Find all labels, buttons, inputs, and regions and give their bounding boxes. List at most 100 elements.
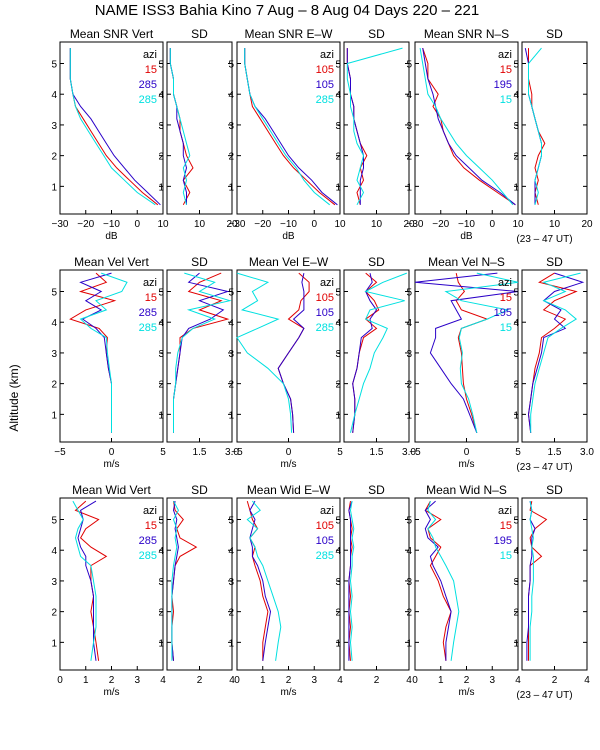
x-tick-label: 4 [584,675,590,686]
y-tick-label: 1 [406,410,412,421]
y-tick-label: 1 [51,638,57,649]
y-tick-label: 2 [335,380,341,391]
legend-entry-cyan: 15 [500,94,512,106]
y-tick-label: 3 [228,121,234,132]
legend-entry-red: 15 [500,292,512,304]
y-tick-label: 1 [513,182,519,193]
legend-entry-red: 105 [316,292,334,304]
y-tick-label: 2 [51,380,57,391]
y-tick-label: 2 [513,608,519,619]
sd-panel: 1 2 3 4 5 10 20 [158,41,238,230]
x-axis-label: m/s [103,459,119,470]
x-axis-label: m/s [458,459,474,470]
y-tick-label: 4 [228,318,234,329]
y-tick-label: 4 [158,546,164,557]
y-tick-label: 5 [51,288,57,299]
legend-entry-red: 15 [500,64,512,76]
series-cyan-line [530,272,581,433]
y-tick-label: 1 [228,182,234,193]
y-tick-label: 5 [513,60,519,71]
plot-frame [521,497,588,671]
y-tick-label: 1 [228,638,234,649]
legend-entry-cyan: 285 [139,550,157,562]
x-tick-label: 20 [581,219,593,230]
legend-header: azi [143,505,157,517]
legend-header: azi [498,277,512,289]
legend-entry-blue: 105 [316,79,334,91]
x-tick-label: 3.0 [225,447,239,458]
x-tick-label: 0 [286,447,292,458]
x-tick-label: −20 [77,219,94,230]
y-tick-label: 4 [51,90,57,101]
y-tick-label: 5 [158,516,164,527]
x-tick-label: 2 [109,675,115,686]
y-tick-label: 3 [158,577,164,588]
time-range-note: (23 – 47 UT) [516,690,572,701]
x-tick-label: −30 [52,219,69,230]
y-tick-label: 1 [335,410,341,421]
x-tick-label: 2 [552,675,558,686]
x-tick-label: 5 [160,447,166,458]
y-tick-label: 5 [513,288,519,299]
x-tick-label: 20 [226,219,238,230]
x-axis-label: dB [105,231,118,242]
y-tick-label: 1 [335,638,341,649]
x-tick-label: 1 [260,675,266,686]
series-cyan-line [349,501,355,661]
sd-panel-title: SD [368,255,385,269]
x-tick-label: 2 [286,675,292,686]
y-tick-label: 3 [158,349,164,360]
y-tick-label: 2 [228,152,234,163]
mean-panel: 1 2 3 4 5 −5 0 5 [228,269,343,458]
series-blue-line [424,500,452,661]
x-tick-label: −30 [407,219,424,230]
mean-panel: 1 2 3 4 5 0 1 2 3 4 [228,497,343,686]
series-blue-line [414,272,519,433]
series-blue-line [524,47,542,205]
y-tick-label: 2 [158,152,164,163]
y-tick-label: 3 [335,577,341,588]
x-tick-label: 3 [134,675,140,686]
y-tick-label: 2 [51,152,57,163]
chart-title: NAME ISS3 Bahia Kino 7 Aug – 8 Aug 04 Da… [95,2,479,19]
x-tick-label: 1 [438,675,444,686]
y-tick-label: 3 [228,349,234,360]
plot-frame [521,41,588,215]
x-tick-label: 0 [57,675,63,686]
sd-panel-title: SD [368,27,385,41]
x-tick-label: 3.0 [402,447,416,458]
plot-frame [166,41,233,215]
x-tick-label: 1 [83,675,89,686]
x-tick-label: 0 [134,219,140,230]
x-tick-label: −20 [254,219,271,230]
mean-panel: 1 2 3 4 5 −30 −20 −10 0 10 [406,41,524,230]
y-tick-label: 2 [158,608,164,619]
sd-panel: 1 2 3 4 5 1.5 3.0 [335,269,416,458]
x-axis-label: m/s [280,459,296,470]
x-tick-label: −5 [231,447,243,458]
y-tick-label: 1 [335,182,341,193]
x-tick-label: 20 [403,219,415,230]
y-tick-label: 5 [335,288,341,299]
mean-panel: 1 2 3 4 5 −5 0 5 [51,269,166,458]
x-axis-label: dB [460,231,473,242]
y-tick-label: 3 [513,121,519,132]
time-range-note: (23 – 47 UT) [516,462,572,473]
y-tick-label: 1 [51,182,57,193]
sd-panel: 1 2 3 4 5 1.5 3.0 [158,269,239,458]
legend-header: azi [320,277,334,289]
sd-panel-title: SD [546,27,563,41]
x-tick-label: 0 [109,447,115,458]
mean-panel: 1 2 3 4 5 0 1 2 3 4 [51,497,166,686]
series-blue-line [346,48,364,205]
y-tick-label: 4 [406,90,412,101]
y-tick-label: 3 [406,121,412,132]
series-cyan-line [72,500,97,661]
x-tick-label: −10 [103,219,120,230]
panel-title: Mean SNR Vert [70,27,154,41]
series-blue-line [527,272,585,433]
y-tick-label: 5 [335,516,341,527]
sd-panel: 1 2 3 4 5 2 4 [335,497,412,686]
y-tick-label: 4 [406,318,412,329]
legend-entry-blue: 195 [494,79,512,91]
